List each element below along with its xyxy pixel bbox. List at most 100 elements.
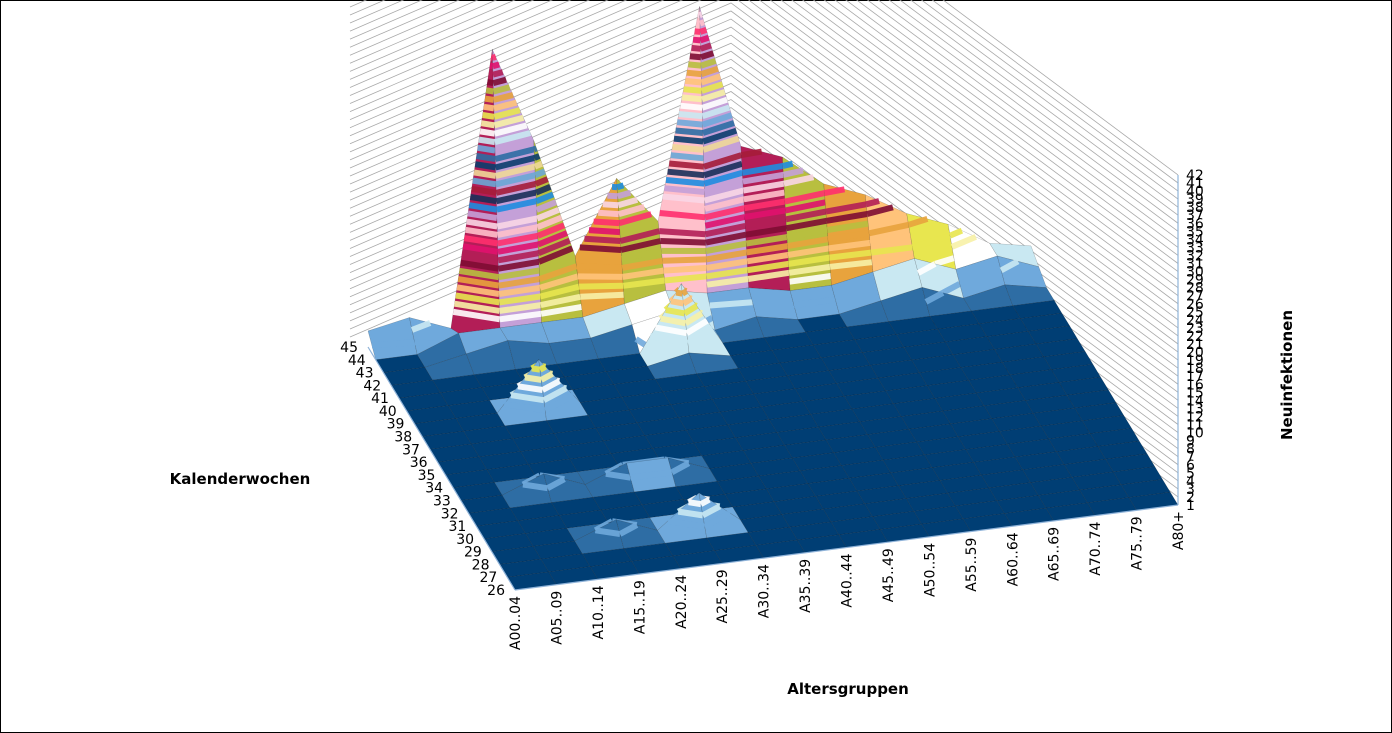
x-tick-label: A20..24 [674, 575, 690, 629]
axis-lines [367, 174, 1179, 591]
z-tick-label: 1 [1186, 498, 1195, 514]
surface-band [703, 187, 745, 204]
surface-band [743, 198, 786, 212]
surface-band [541, 378, 561, 393]
z-tick-label: 30 [1186, 265, 1204, 281]
surface-band [471, 185, 497, 196]
gridline-z-26 [349, 0, 1179, 305]
surface-band [689, 53, 702, 61]
surface-band [786, 236, 829, 250]
surface-band [497, 232, 539, 247]
surface-band [492, 69, 504, 78]
surface-band [577, 273, 623, 280]
x-tick-label: A60..64 [1005, 532, 1021, 586]
surface-band [456, 284, 500, 297]
surface-band [660, 238, 707, 246]
surface-band [706, 258, 748, 271]
x-tick-label: A65..69 [1047, 527, 1063, 581]
surface-band [618, 211, 653, 226]
surface-band [617, 196, 639, 209]
surface-band [539, 371, 554, 383]
z-tick-label: 29 [1186, 273, 1204, 289]
y-tick-label: 27 [479, 570, 497, 586]
z-tick-label: 42 [1186, 168, 1204, 184]
surface-band [533, 160, 544, 170]
z-tick-label: 3 [1186, 482, 1195, 498]
y-tick-label: 43 [356, 366, 374, 382]
surface-band [531, 365, 541, 373]
surface-cell [1012, 300, 1063, 319]
surface-band [701, 503, 722, 519]
z-tick-label: 17 [1186, 369, 1204, 385]
surface-band [665, 177, 705, 187]
surface-band [670, 152, 704, 162]
surface-band [498, 276, 541, 289]
surface-band [462, 243, 499, 255]
surface-band [495, 180, 537, 196]
z-tick-label: 26 [1186, 297, 1204, 313]
x-tick-label: A35..39 [798, 559, 814, 613]
surface-band [702, 127, 738, 145]
surface-band [680, 102, 703, 111]
surface-band [484, 95, 495, 103]
surface-band [688, 61, 702, 69]
z-tick-label: 19 [1186, 353, 1204, 369]
surface-band [494, 154, 536, 171]
surface-band [700, 81, 724, 94]
z-tick-label: 40 [1186, 184, 1204, 200]
gridline-z-21 [349, 10, 1179, 345]
surface-band [705, 240, 747, 254]
surface-band [498, 293, 541, 306]
surface-cell [1089, 428, 1140, 447]
x-tick-label: A25..29 [715, 569, 731, 623]
surface-band [667, 168, 705, 179]
surface-band [522, 481, 549, 492]
surface-band [538, 364, 548, 373]
surface-band [907, 216, 929, 228]
surface-band [503, 401, 546, 414]
surface-band [452, 308, 501, 323]
surface-band [683, 86, 703, 94]
z-tick-label: 23 [1186, 321, 1204, 337]
surface-band [704, 222, 746, 238]
surface-cell [1105, 453, 1156, 473]
surface-band [535, 199, 558, 213]
surface-band [675, 127, 704, 136]
surface-band [537, 230, 569, 248]
surface-band [745, 234, 788, 247]
z-tick-label: 32 [1186, 248, 1204, 264]
surface-band [540, 293, 581, 309]
z-tick-label: 4 [1186, 474, 1195, 490]
surface-band [868, 221, 910, 237]
surface-band [829, 259, 873, 270]
y-tick-label: 44 [348, 353, 366, 369]
surface-band [496, 206, 538, 222]
surface-band [621, 257, 664, 271]
surface-band [701, 96, 729, 111]
surface-band [699, 27, 708, 35]
surface-band [869, 233, 912, 246]
surface-band [950, 234, 977, 250]
surface-band [495, 189, 537, 205]
surface-band [537, 245, 574, 265]
surface-band [670, 460, 691, 475]
z-tick-label: 21 [1186, 337, 1204, 353]
z-tick-label: 8 [1186, 442, 1195, 458]
gridline-z-34 [349, 0, 1179, 240]
surface-band [494, 130, 532, 146]
surface-band [699, 496, 711, 507]
x-tick-label: A05..09 [549, 591, 565, 645]
gridline-z-40 [349, 0, 1179, 192]
x-axis-line [514, 504, 1179, 591]
surface-band [665, 306, 686, 317]
y-tick-label: 29 [464, 545, 482, 561]
gridline-z-22 [349, 2, 1179, 337]
z-tick-label: 22 [1186, 329, 1204, 345]
surface-band [948, 227, 964, 239]
y-tick-label: 45 [340, 340, 358, 356]
surface-band [661, 201, 706, 212]
surface-band [576, 263, 623, 271]
surface-cell [1120, 479, 1171, 498]
surface-band [524, 374, 542, 383]
